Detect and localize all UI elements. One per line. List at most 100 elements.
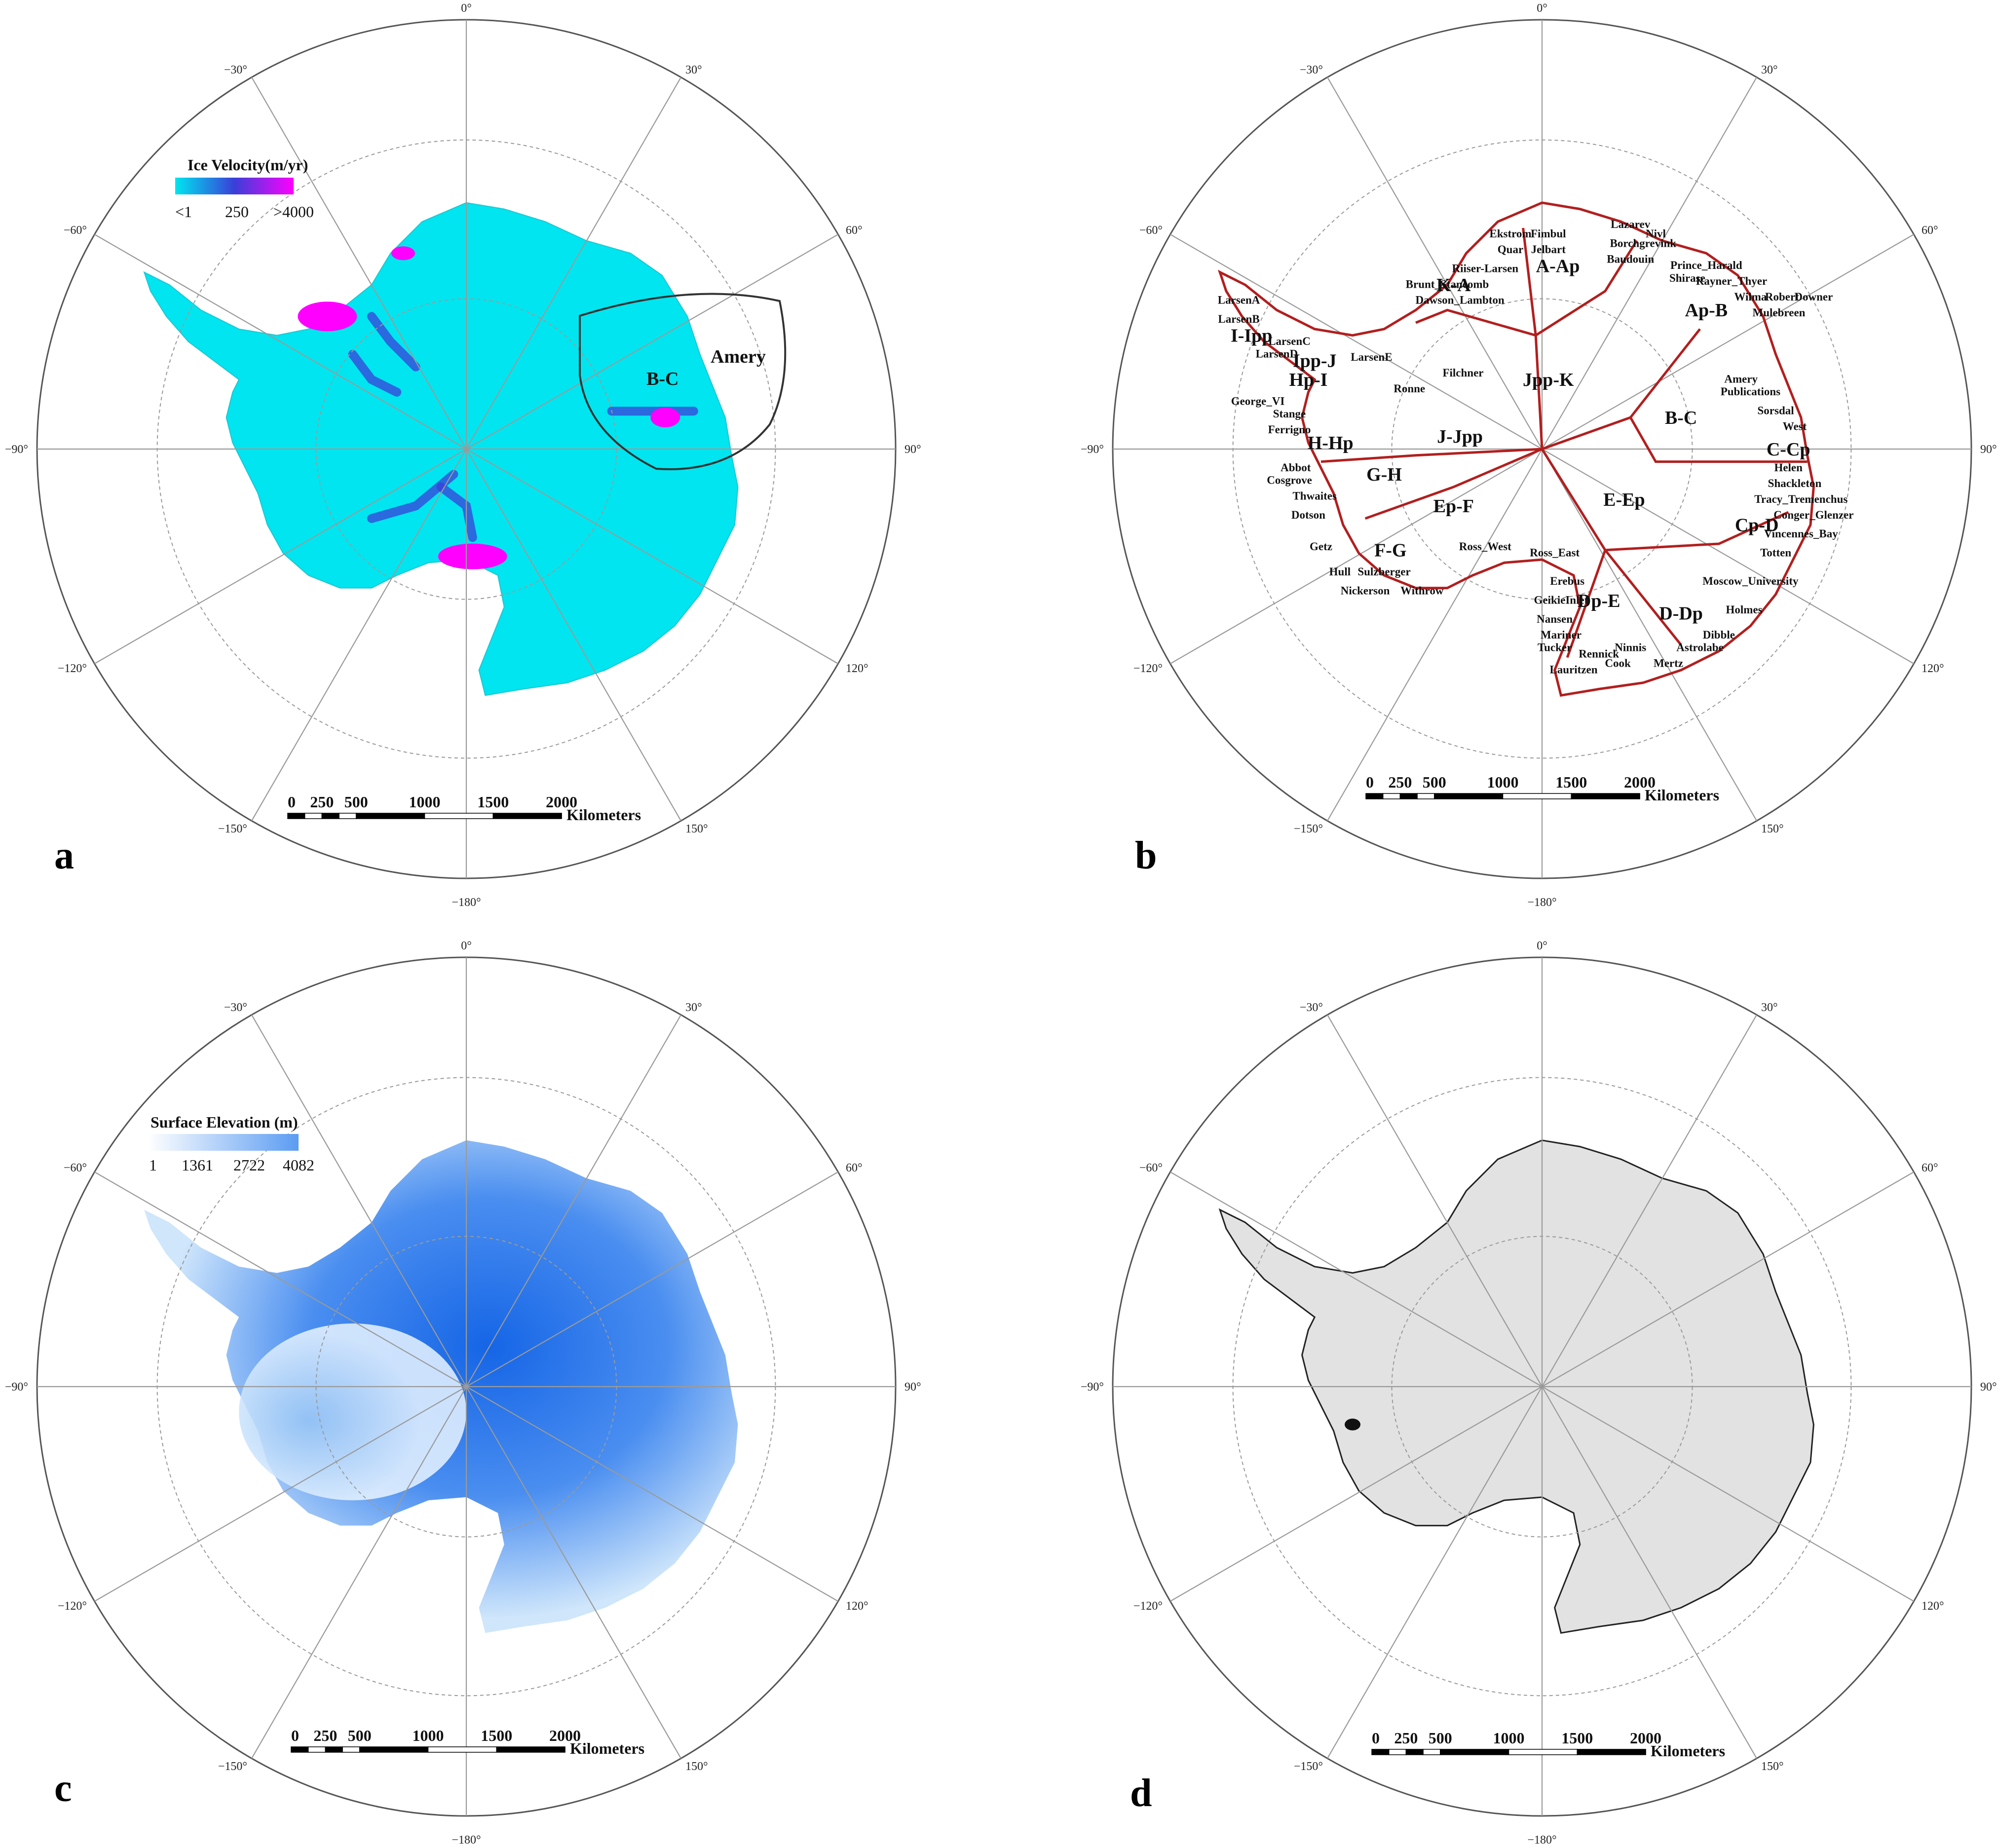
- scale-bar-segment: [1423, 1749, 1441, 1755]
- longitude-label: 0°: [461, 2, 472, 15]
- longitude-label: −30°: [224, 64, 247, 76]
- elevation-legend: Surface Elevation (m) 1 1361 2722 4082: [148, 1113, 314, 1174]
- scale-tick-label: 1500: [477, 793, 509, 811]
- scale-tick-label: 0: [1366, 773, 1374, 791]
- scale-bar-segment: [1371, 1749, 1390, 1755]
- ice-shelf-label: Moscow_University: [1702, 575, 1799, 587]
- scale-tick-label: 500: [1429, 1729, 1452, 1747]
- longitude-label: −120°: [1133, 1600, 1163, 1613]
- meridian-line: [251, 449, 467, 821]
- longitude-label: 120°: [846, 662, 868, 675]
- fast-flow-streak: [367, 312, 420, 372]
- basin-label: K-A: [1436, 275, 1471, 296]
- ice-shelf-label: Borchgrevink: [1610, 237, 1676, 249]
- panel-a: 0° 30° 60° 90° 120° 150° −180° −150° −120° −90° −6…: [5, 2, 921, 909]
- ice-shelf-label: Shackleton: [1768, 477, 1822, 490]
- longitude-label: −60°: [1139, 224, 1163, 237]
- longitude-label: 150°: [1761, 1760, 1784, 1773]
- ice-shelf-label: Lazarev: [1611, 218, 1651, 230]
- longitude-label: 30°: [685, 1001, 702, 1014]
- scale-tick-label: 1000: [409, 793, 441, 811]
- ice-shelf-label: LarsenE: [1351, 351, 1392, 363]
- longitude-label: 30°: [1761, 1001, 1778, 1014]
- ice-shelf-label: LarsenC: [1268, 335, 1311, 347]
- ice-shelf-label: Ninnis: [1615, 641, 1646, 654]
- panel-d: 0° 30° 60° 90° 120° 150° −180° −150° −120° −90° −6…: [1081, 940, 1997, 1847]
- scale-bar-segment: [1405, 1749, 1424, 1755]
- ice-shelf-label: Holmes: [1726, 603, 1763, 616]
- ice-shelf-label: Nivl: [1646, 227, 1666, 240]
- scale-tick-label: 250: [1388, 773, 1412, 791]
- scale-tick-label: 1000: [1493, 1729, 1525, 1747]
- scale-unit-label: Kilometers: [570, 1739, 644, 1757]
- scale-bar-segment: [321, 813, 339, 819]
- longitude-label: 90°: [904, 1381, 921, 1394]
- ice-shelf-label: LarsenB: [1218, 313, 1259, 325]
- ice-shelf-label: Wilma: [1734, 291, 1767, 303]
- basin-label: Hp-I: [1289, 370, 1327, 390]
- scale-bar-segment: [1365, 793, 1384, 799]
- coastline-outline: [1217, 201, 1815, 697]
- meridian-line: [466, 449, 681, 821]
- scale-tick-label: 0: [288, 793, 296, 811]
- basin-label: A-Ap: [1536, 256, 1580, 277]
- basin-divide-line: [1566, 549, 1607, 658]
- panel-letter-d: d: [1130, 1772, 1152, 1815]
- ice-shelf-label: West: [1783, 420, 1807, 433]
- scale-bar-segment: [1388, 1749, 1407, 1755]
- longitude-label: −180°: [452, 1834, 481, 1847]
- longitude-label: −60°: [64, 224, 87, 237]
- meridian-line: [1542, 234, 1914, 450]
- panel-letter-a: a: [54, 834, 74, 877]
- ice-shelf-label: Conger_Glenzer: [1773, 509, 1853, 521]
- scale-tick-label: 1000: [1487, 773, 1519, 791]
- ice-shelf-label: Baudouin: [1607, 253, 1654, 265]
- basin-label: Ep-F: [1433, 496, 1474, 517]
- basin-label: E-Ep: [1603, 490, 1645, 510]
- longitude-label: −180°: [1527, 1834, 1556, 1847]
- meridian-line: [1170, 1386, 1543, 1602]
- west-antarctica-lowland: [239, 1323, 466, 1501]
- meridian-line: [466, 1015, 681, 1387]
- annotation-bc: B-C: [646, 369, 678, 389]
- meridian-line: [94, 449, 467, 664]
- ice-shelf-label: Getz: [1310, 540, 1332, 553]
- ice-shelf-label: GeikieInlet: [1534, 594, 1588, 606]
- scale-bar-segment: [1399, 793, 1418, 799]
- meridian-line: [94, 1386, 467, 1602]
- scale-bar-segment: [339, 813, 357, 819]
- longitude-label: 90°: [1980, 443, 1997, 456]
- basin-divide-line: [1629, 416, 1808, 463]
- ice-shelf-label: Jelbart: [1531, 243, 1566, 256]
- meridian-line: [1542, 449, 1914, 664]
- meridian-line: [466, 234, 838, 450]
- longitude-label: −150°: [1294, 823, 1323, 835]
- basin-label: Cp-D: [1735, 515, 1779, 535]
- ice-shelf-label: Thwaites: [1292, 490, 1337, 502]
- longitude-label: 90°: [904, 443, 921, 456]
- meridian-line: [1327, 1386, 1543, 1759]
- scale-tick-label: 500: [1423, 773, 1446, 791]
- ice-shelf-label: Ferrigno: [1268, 423, 1311, 436]
- legend-tick: 250: [225, 203, 249, 221]
- scale-unit-label: Kilometers: [1645, 786, 1719, 804]
- scale-tick-label: 250: [313, 1727, 337, 1744]
- basin-label: H-Hp: [1308, 433, 1354, 453]
- elevation-colorbar: [148, 1134, 299, 1151]
- scale-bar-segment: [496, 1746, 565, 1753]
- ice-shelf-label: Riiser-Larsen: [1452, 263, 1519, 275]
- ice-shelf-label: Sulzberger: [1357, 566, 1410, 578]
- meridian-line: [466, 77, 681, 450]
- ice-shelf-label: Abbot: [1281, 461, 1311, 474]
- longitude-label: −120°: [58, 1600, 87, 1613]
- meridian-line: [94, 234, 467, 450]
- scale-bar-segment: [1508, 1749, 1578, 1755]
- basin-divide-line: [1605, 511, 1789, 552]
- longitude-label: −120°: [58, 662, 87, 675]
- legend-tick: 4082: [283, 1156, 314, 1174]
- longitude-label: 0°: [1537, 940, 1547, 952]
- scale-tick-label: 250: [1394, 1729, 1418, 1747]
- ice-shelf-label: Quar: [1498, 243, 1523, 256]
- ice-shelf-label: Shirase: [1669, 272, 1705, 284]
